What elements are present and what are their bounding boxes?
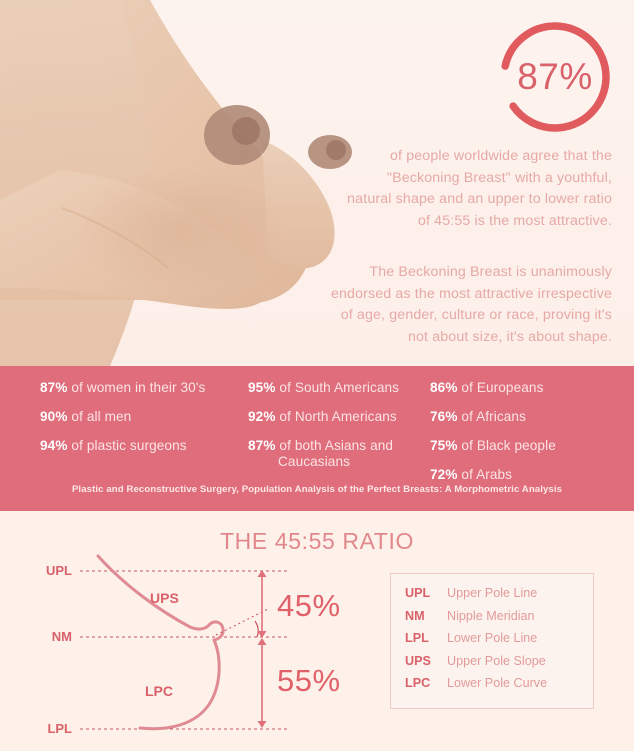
legend-key: UPS: [405, 653, 431, 668]
stat-label: of both Asians and: [279, 438, 394, 453]
ups-label: UPS: [150, 590, 179, 606]
donut-arc: [500, 22, 610, 132]
legend-row: NM Nipple Meridian: [405, 609, 593, 623]
angle-arc-icon: [254, 620, 259, 638]
statistics-band: 87% of women in their 30's 90% of all me…: [0, 366, 634, 511]
legend-key: UPL: [405, 586, 431, 600]
legend-row: UPL Upper Pole Line: [405, 586, 593, 600]
source-citation: Plastic and Reconstructive Surgery, Popu…: [71, 484, 563, 495]
legend-row: UPS Upper Pole Slope: [405, 654, 593, 668]
stat-label-wrap: Caucasians: [278, 454, 351, 469]
legend-value: Upper Pole Slope: [447, 653, 546, 668]
stat-item: 76% of Africans: [430, 409, 634, 425]
stat-value: 72%: [430, 467, 458, 482]
stat-value: 76%: [430, 409, 458, 424]
upl-label: UPL: [46, 563, 72, 578]
legend-row: LPL Lower Pole Line: [405, 631, 593, 645]
stat-item: 92% of North Americans: [248, 409, 430, 425]
stat-item: 94% of plastic surgeons: [40, 438, 248, 454]
stat-value: 94%: [40, 438, 68, 453]
stat-label: of women in their 30's: [71, 380, 206, 395]
ratio-diagram: UPL NM LPL UPS LPC: [46, 554, 290, 736]
upper-measure-arrow: [257, 570, 267, 638]
legend-value: Upper Pole Line: [447, 586, 538, 600]
stat-label: of Europeans: [461, 380, 544, 395]
stat-item: 75% of Black people: [430, 438, 634, 454]
stat-item: 87% of both Asians and Caucasians: [248, 438, 430, 470]
intro-paragraph-2: The Beckoning Breast is unanimously endo…: [330, 264, 612, 345]
agreement-donut-chart: 87%: [486, 8, 624, 146]
stat-value: 92%: [248, 409, 276, 424]
diagram-legend: UPL Upper Pole Line NM Nipple Meridian L…: [390, 573, 594, 709]
legend-key: LPL: [405, 631, 429, 645]
stat-label: of Black people: [461, 438, 556, 453]
ratio-title: THE 45:55 RATIO: [220, 528, 414, 554]
lpl-label: LPL: [47, 721, 72, 736]
nm-label: NM: [52, 629, 72, 644]
stat-value: 86%: [430, 380, 458, 395]
torso-illustration: [0, 0, 352, 366]
upper-percent-label: 45%: [277, 588, 341, 623]
top-section: 87% of people worldwide agree that the "…: [0, 0, 634, 366]
stat-label: of all men: [71, 409, 132, 424]
stat-label: of Arabs: [461, 467, 513, 482]
stat-value: 87%: [248, 438, 276, 453]
stat-label: of South Americans: [279, 380, 400, 395]
lpc-label: LPC: [145, 683, 173, 699]
intro-paragraph-1: of people worldwide agree that the "Beck…: [347, 148, 612, 229]
legend-value: Nipple Meridian: [447, 608, 535, 623]
legend-value: Lower Pole Curve: [447, 676, 548, 690]
donut-value-label: 87%: [517, 56, 593, 97]
stats-column-3: 86% of Europeans 76% of Africans 75% of …: [430, 380, 634, 482]
lower-percent-label: 55%: [277, 663, 341, 698]
stat-label: of North Americans: [279, 409, 397, 424]
lower-pole-curve: [138, 638, 221, 731]
stats-column-2: 95% of South Americans 92% of North Amer…: [248, 380, 430, 482]
nipple-curve: [208, 620, 225, 642]
stats-column-1: 87% of women in their 30's 90% of all me…: [0, 380, 248, 482]
stat-item: 90% of all men: [40, 409, 248, 425]
stat-label: of Africans: [461, 409, 526, 424]
stat-item: 72% of Arabs: [430, 467, 634, 483]
stat-value: 75%: [430, 438, 458, 453]
legend-value: Lower Pole Line: [447, 631, 538, 645]
ratio-section: THE 45:55 RATIO: [0, 511, 634, 751]
stat-item: 87% of women in their 30's: [40, 380, 248, 396]
stat-item: 86% of Europeans: [430, 380, 634, 396]
stat-value: 87%: [40, 380, 68, 395]
legend-row: LPC Lower Pole Curve: [405, 676, 593, 690]
stat-value: 95%: [248, 380, 276, 395]
stat-value: 90%: [40, 409, 68, 424]
legend-key: LPC: [405, 676, 431, 690]
lower-measure-arrow: [257, 638, 267, 728]
upper-pole-slope-curve: [96, 554, 212, 631]
stat-label: of plastic surgeons: [71, 438, 187, 453]
stat-item: 95% of South Americans: [248, 380, 430, 396]
legend-key: NM: [405, 608, 425, 623]
